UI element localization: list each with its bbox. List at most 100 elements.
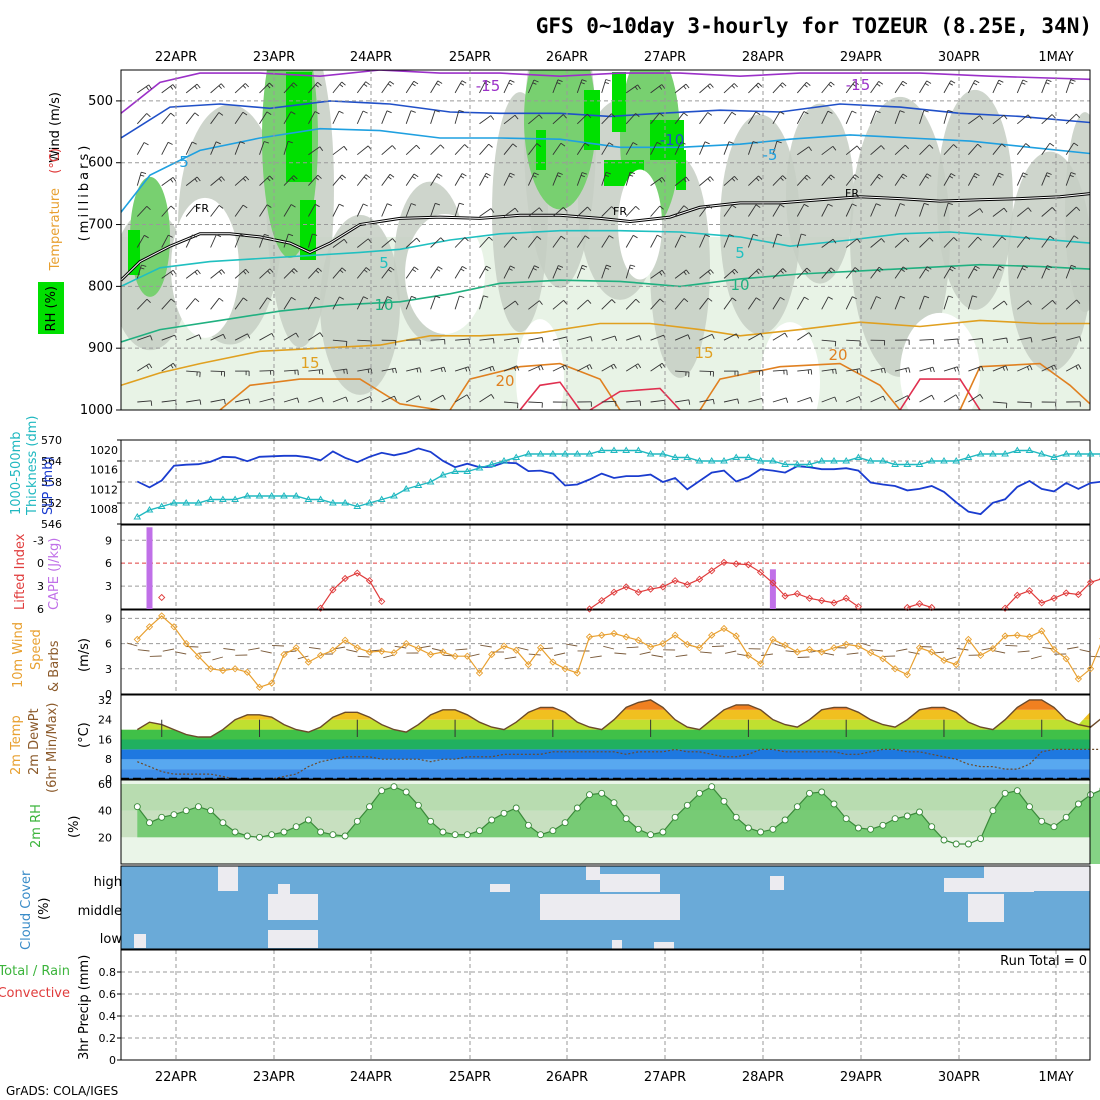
- date-label-top: 23APR: [253, 50, 295, 65]
- wind-barb-feather: [240, 234, 246, 237]
- thickness-point: [634, 446, 643, 453]
- wind-barb: [626, 400, 641, 403]
- wind10m-point: [830, 644, 838, 652]
- wind-barb-feather: [926, 266, 932, 270]
- wind-barb-feather: [779, 111, 785, 115]
- wind-barb-feather: [436, 175, 441, 179]
- wind-barb-feather: [780, 84, 784, 88]
- wind10m-point: [439, 648, 447, 656]
- wind-barb-feather: [536, 143, 542, 147]
- wind-barb-feather: [1047, 265, 1052, 268]
- contour-label: -15: [476, 77, 501, 95]
- wind10m-point: [488, 650, 496, 659]
- wind-barb-feather: [512, 143, 517, 148]
- wind-barb-feather: [659, 364, 663, 369]
- thickness-point: [964, 453, 973, 460]
- wind-barb: [675, 399, 689, 403]
- wind-barb-feather: [170, 205, 175, 210]
- wind-barb-feather: [143, 142, 149, 146]
- wind-barb-feather: [856, 369, 859, 374]
- wind-barb: [1016, 265, 1024, 279]
- wind-barb-feather: [367, 369, 370, 374]
- wind-barb-feather: [197, 269, 201, 275]
- wind-barb-feather: [436, 268, 441, 272]
- wind10m-point: [928, 648, 936, 656]
- wind-barb: [870, 145, 882, 156]
- lifted-index-point: [915, 600, 924, 608]
- wind-barb: [576, 206, 588, 217]
- wind-barb-feather: [661, 84, 666, 89]
- wind-barb: [723, 333, 737, 341]
- wind-barb: [894, 266, 904, 279]
- wind-barb-feather: [141, 171, 147, 175]
- wind-barb-feather: [314, 203, 320, 208]
- wind-barb: [747, 234, 754, 248]
- wind-barb: [454, 203, 460, 217]
- wind-barb: [503, 401, 518, 404]
- wind-barb-feather: [974, 172, 980, 176]
- wind-barb: [528, 236, 538, 248]
- wind-barb: [748, 111, 757, 125]
- wind-barb-feather: [315, 296, 320, 300]
- thickness-point: [414, 481, 423, 488]
- temp-tick-label: 8: [105, 753, 112, 766]
- rh-band-low: [121, 837, 1090, 864]
- wind-barb: [1065, 265, 1072, 279]
- wind-barb: [210, 370, 225, 373]
- wind-barb: [552, 235, 562, 248]
- wind-barb-feather: [416, 144, 421, 150]
- wind-barb-feather: [998, 265, 1004, 269]
- wind10m-point: [976, 651, 985, 660]
- cape-bar: [146, 527, 153, 609]
- wind-barb-feather: [341, 267, 347, 272]
- wind-barb: [357, 368, 372, 372]
- wind-barb-feather: [191, 141, 197, 145]
- wind-barb: [919, 338, 934, 341]
- wind-barb: [675, 370, 690, 373]
- upper-air-panel: -15 -15 -10 5 -5 5 5 10 10 15 15 20 20 FR FR FR 500 600 7…: [38, 69, 1091, 418]
- upper-grid: [121, 70, 1090, 410]
- thickness-point: [182, 499, 191, 506]
- lifted-index-point: [756, 568, 765, 576]
- date-labels-top: 22APR 23APR 24APR 25APR 26APR 27APR 28APR 29APR…: [155, 50, 1074, 65]
- lifted-index-point: [1013, 591, 1021, 599]
- temp-band-group: [121, 699, 1090, 779]
- rh2m-point: [194, 803, 202, 811]
- wind-barb: [552, 172, 559, 186]
- wind-barb: [137, 400, 152, 403]
- wind-barb-feather: [707, 112, 713, 116]
- wind-barb: [699, 398, 714, 403]
- thickness-point: [695, 457, 704, 464]
- contour-minus10: [121, 100, 1090, 139]
- wind-barb-feather: [413, 266, 419, 271]
- wind-barb: [943, 366, 958, 372]
- thickness-point: [744, 453, 753, 460]
- rh-fill-layer: [121, 70, 1090, 410]
- rh2m-point: [500, 809, 508, 817]
- wind-barb-feather: [705, 234, 710, 238]
- wind-barb-feather: [977, 143, 982, 148]
- wind-barb-feather: [881, 238, 885, 243]
- wind-barb: [283, 141, 289, 155]
- wind-barb: [210, 176, 222, 186]
- thickness-point: [927, 457, 936, 464]
- wind10m-barb: [639, 651, 651, 655]
- wind-barb-feather: [581, 79, 587, 82]
- wind-barb-feather: [604, 174, 610, 177]
- wind-barb-feather: [728, 141, 734, 144]
- wind-barb-feather: [346, 369, 348, 375]
- wind-barb-feather: [411, 295, 417, 299]
- wind-barb: [479, 338, 494, 341]
- wind-barb: [796, 233, 802, 248]
- wind10m-point: [891, 665, 899, 673]
- thickness-point: [597, 446, 606, 453]
- wind-barb-feather: [484, 175, 489, 179]
- wind-barb: [845, 81, 855, 94]
- wind-barb-feather: [387, 176, 392, 180]
- upper-y-labels: Wind (m/s) (°C) Temperature RH (%) (mill…: [38, 92, 92, 334]
- wind-barb-feather: [538, 366, 541, 371]
- wind-barb: [723, 268, 735, 279]
- thickness-point: [219, 495, 227, 502]
- wind-barb: [894, 367, 909, 372]
- wind-barb-feather: [461, 80, 467, 84]
